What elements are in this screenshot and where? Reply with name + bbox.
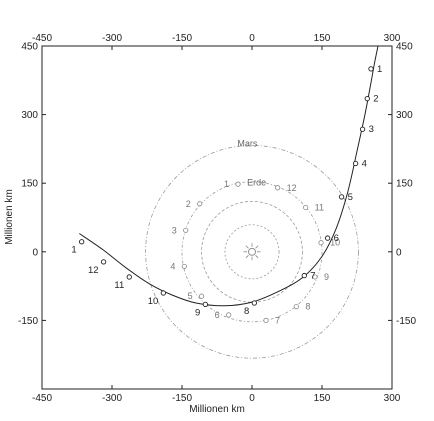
earth-position-marker <box>263 317 269 323</box>
x-tick-label-bottom: 300 <box>384 393 401 404</box>
y-tick-label-left: 450 <box>21 42 38 53</box>
earth-position-label: 5 <box>188 291 193 301</box>
comet-position-marker <box>301 272 307 279</box>
earth-position-label: 9 <box>324 272 329 282</box>
comet-position-marker <box>364 95 370 102</box>
sun-ray <box>255 245 259 249</box>
y-axis-title: Millionen km <box>4 189 15 245</box>
comet-position-marker <box>338 194 345 200</box>
earth-position-marker <box>197 201 203 207</box>
x-tick-label-top: 150 <box>314 33 331 44</box>
orbit-name-label: Erde <box>247 177 266 187</box>
earth-position-marker <box>303 204 309 211</box>
earth-position-marker <box>181 263 187 270</box>
comet-position-marker <box>160 290 166 296</box>
comet-position-label: 7 <box>310 271 315 282</box>
comet-position-label: 2 <box>373 94 378 105</box>
earth-position-label: 6 <box>215 310 220 320</box>
y-tick-label-left: 300 <box>21 110 38 121</box>
comet-position-label: 5 <box>348 192 353 203</box>
earth-position-label: 1 <box>224 179 229 189</box>
comet-position-label: 1 <box>71 245 76 256</box>
comet-trajectory-line <box>79 45 379 307</box>
comet-position-marker <box>359 126 366 132</box>
earth-position-label: 4 <box>170 261 175 271</box>
earth-position-label: 3 <box>172 225 177 235</box>
earth-position-marker <box>235 181 241 187</box>
earth-position-label: 10 <box>330 238 340 248</box>
orbits-group <box>145 144 359 359</box>
earth-position-marker <box>199 293 205 299</box>
earth-position-marker <box>312 274 318 280</box>
orbit-circle-inner-2 <box>201 200 303 303</box>
comet-position-label: 12 <box>88 265 99 276</box>
comet-position-marker <box>79 239 85 245</box>
comet-position-marker <box>126 274 132 280</box>
x-tick-label-top: -450 <box>32 33 52 44</box>
y-tick-label-right: 300 <box>396 110 413 121</box>
comet-position-label: 8 <box>244 306 249 317</box>
comet-position-marker <box>368 66 374 72</box>
earth-position-marker <box>226 312 232 318</box>
x-axis-title: Millionen km <box>189 404 245 415</box>
comet-position-marker <box>324 235 331 241</box>
comet-position-label: 1 <box>377 64 382 75</box>
orbit-annotations-group: Mars Erde <box>237 139 266 188</box>
y-tick-label-right: 0 <box>396 247 402 258</box>
x-tick-label-top: -300 <box>102 33 122 44</box>
y-tick-label-right: -150 <box>396 316 416 327</box>
earth-position-label: 11 <box>315 202 324 212</box>
orbit-name-label: Mars <box>237 139 257 149</box>
x-tick-label-bottom: 150 <box>314 393 331 404</box>
x-tick-label-top: 300 <box>384 33 401 44</box>
comet-position-marker <box>100 259 107 265</box>
sun-ray <box>255 255 259 259</box>
comet-position-label: 10 <box>148 296 159 307</box>
comet-position-label: 4 <box>362 159 367 170</box>
x-tick-label-top: 0 <box>249 33 255 44</box>
sun-ray <box>245 245 249 249</box>
earth-position-marker <box>275 185 281 191</box>
sun-ray <box>245 255 249 259</box>
orbit-circle-mars <box>145 144 359 359</box>
sun-icon <box>243 243 261 261</box>
x-tick-label-top: -150 <box>172 33 192 44</box>
orbit-circle-inner-3 <box>224 224 280 280</box>
earth-position-label: 7 <box>275 315 280 325</box>
earth-position-label: 2 <box>186 199 191 209</box>
comet-position-label: 11 <box>114 280 124 291</box>
y-tick-label-right: 150 <box>396 179 413 190</box>
y-tick-label-left: 0 <box>32 247 38 258</box>
earth-position-marker <box>318 240 324 246</box>
x-tick-label-bottom: 0 <box>249 393 255 404</box>
x-tick-label-bottom: -150 <box>172 393 192 404</box>
y-tick-label-left: 150 <box>21 179 38 190</box>
y-tick-label-left: -150 <box>18 316 38 327</box>
sun-disc <box>248 247 256 256</box>
earth-position-label: 8 <box>305 302 310 312</box>
earth-position-label: 12 <box>287 183 297 193</box>
comet-position-marker <box>251 300 257 306</box>
orbit-circle-erde <box>181 181 323 323</box>
comet-position-marker <box>202 301 208 308</box>
earth-position-marker <box>293 304 299 310</box>
comet-position-label: 3 <box>369 124 374 135</box>
plot-frame <box>41 45 393 390</box>
x-tick-label-bottom: -300 <box>102 393 122 404</box>
earth-position-marker <box>183 227 189 233</box>
comet-position-label: 9 <box>195 307 200 318</box>
comet-position-label: 6 <box>334 233 339 244</box>
comet-position-marker <box>352 160 359 167</box>
axis-ticks-group: -450-450-300-300-150-1500015015030030045… <box>18 33 416 404</box>
y-tick-label-right: 450 <box>396 42 413 53</box>
x-tick-label-bottom: -450 <box>32 393 52 404</box>
